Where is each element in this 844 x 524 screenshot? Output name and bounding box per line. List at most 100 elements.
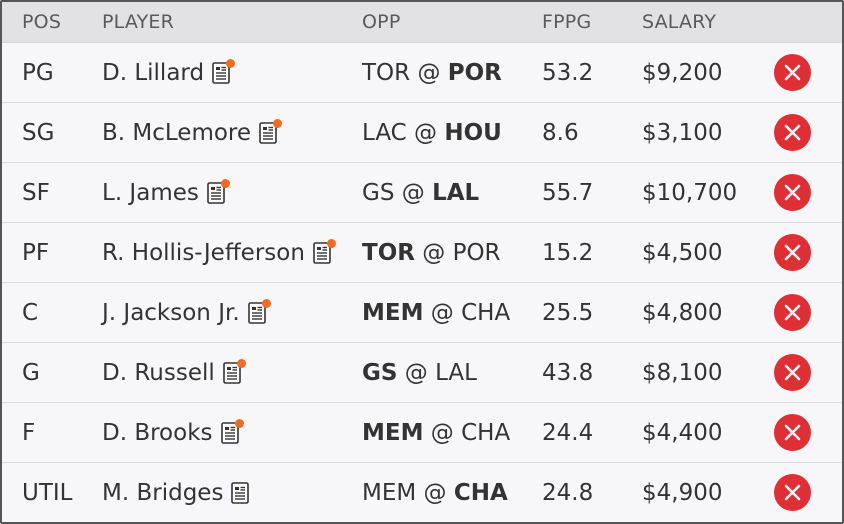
header-player[interactable]: PLAYER	[102, 11, 175, 33]
row-remove-cell	[762, 114, 822, 151]
row-pos: F	[22, 419, 36, 446]
row-pos: SG	[22, 119, 55, 146]
row-salary: $4,800	[642, 299, 723, 326]
row-fppg: 43.8	[542, 359, 594, 386]
player-name-link[interactable]: M. Bridges	[102, 479, 224, 506]
opp-away-team: MEM	[362, 479, 417, 506]
row-fppg: 24.4	[542, 419, 594, 446]
close-x-icon	[784, 364, 800, 381]
opp-separator: @	[416, 479, 454, 506]
opp-separator: @	[423, 299, 462, 326]
row-opp: LAC @ HOU	[362, 120, 542, 146]
row-player-cell: D. Brooks	[102, 418, 362, 446]
row-opp: TOR @ POR	[362, 240, 542, 266]
opp-away-team: GS	[362, 359, 398, 386]
close-x-icon	[784, 424, 800, 441]
player-name-link[interactable]: R. Hollis-Jefferson	[102, 239, 305, 266]
remove-player-button[interactable]	[773, 414, 811, 451]
row-opp: GS @ LAL	[362, 180, 542, 206]
remove-player-button[interactable]	[773, 294, 811, 331]
opp-away-team: GS	[362, 179, 395, 206]
row-opp: MEM @ CHA	[362, 300, 542, 326]
row-salary: $10,700	[642, 179, 738, 206]
close-x-icon	[784, 304, 800, 321]
row-opp: TOR @ POR	[362, 60, 542, 86]
opp-separator: @	[423, 419, 462, 446]
news-alert-dot-icon	[261, 298, 271, 308]
header-fppg[interactable]: FPPG	[542, 11, 592, 33]
news-alert-dot-icon	[273, 118, 283, 128]
table-body: PG D. Lillard TOR @ POR 53.2 $9,200	[2, 43, 842, 522]
opp-home-team: CHA	[453, 479, 508, 506]
news-article-icon[interactable]	[247, 298, 271, 324]
row-pos: UTIL	[22, 479, 73, 506]
opp-separator: @	[406, 119, 445, 146]
opp-home-team: LAL	[435, 359, 477, 386]
news-article-icon[interactable]	[220, 418, 244, 444]
header-salary[interactable]: SALARY	[642, 11, 717, 33]
close-x-icon	[784, 124, 800, 141]
player-name-link[interactable]: B. McLemore	[102, 119, 252, 146]
player-name-link[interactable]: D. Russell	[102, 359, 215, 386]
opp-separator: @	[397, 359, 436, 386]
row-remove-cell	[762, 54, 822, 91]
opp-separator: @	[414, 239, 453, 266]
table-row: PG D. Lillard TOR @ POR 53.2 $9,200	[2, 43, 842, 103]
table-row: PF R. Hollis-Jefferson TOR @ POR 15.2 $4…	[2, 223, 842, 283]
table-row: G D. Russell GS @ LAL 43.8 $8,100	[2, 343, 842, 403]
opp-away-team: TOR	[362, 59, 411, 86]
row-fppg: 24.8	[542, 479, 594, 506]
news-article-icon[interactable]	[313, 238, 336, 264]
remove-player-button[interactable]	[773, 354, 811, 391]
row-remove-cell	[762, 294, 822, 331]
news-article-icon[interactable]	[207, 178, 230, 204]
table-row: SG B. McLemore LAC @ HOU 8.6 $3,100	[2, 103, 842, 163]
row-salary: $4,400	[642, 419, 723, 446]
row-fppg: 25.5	[542, 299, 594, 326]
close-x-icon	[784, 484, 800, 501]
player-name-link[interactable]: J. Jackson Jr.	[102, 299, 240, 326]
row-salary: $4,500	[642, 239, 723, 266]
news-article-icon[interactable]	[222, 358, 246, 384]
remove-player-button[interactable]	[773, 234, 811, 271]
opp-away-team: LAC	[362, 119, 407, 146]
row-player-cell: B. McLemore	[102, 118, 362, 146]
table-header: POS PLAYER OPP FPPG SALARY	[2, 2, 842, 43]
news-alert-dot-icon	[226, 58, 236, 68]
close-x-icon	[784, 244, 800, 261]
remove-player-button[interactable]	[773, 474, 811, 511]
row-opp: MEM @ CHA	[362, 480, 542, 506]
opp-home-team: POR	[452, 239, 501, 266]
remove-player-button[interactable]	[773, 54, 811, 91]
row-salary: $9,200	[642, 59, 723, 86]
opp-away-team: TOR	[362, 239, 415, 266]
table-row: C J. Jackson Jr. MEM @ CHA 25.5 $4,800	[2, 283, 842, 343]
row-fppg: 15.2	[542, 239, 594, 266]
row-pos: G	[22, 359, 40, 386]
news-article-icon[interactable]	[212, 58, 236, 84]
news-article-icon[interactable]	[259, 118, 283, 144]
table-row: F D. Brooks MEM @ CHA 24.4 $4,400	[2, 403, 842, 463]
header-opp[interactable]: OPP	[362, 11, 401, 33]
row-player-cell: D. Russell	[102, 358, 362, 386]
row-pos: C	[22, 299, 39, 326]
remove-player-button[interactable]	[773, 114, 811, 151]
row-opp: MEM @ CHA	[362, 420, 542, 446]
row-fppg: 55.7	[542, 179, 594, 206]
news-alert-dot-icon	[236, 358, 246, 368]
player-name-link[interactable]: D. Brooks	[102, 419, 213, 446]
row-opp: GS @ LAL	[362, 360, 542, 386]
player-name-link[interactable]: L. James	[102, 179, 199, 206]
opp-home-team: POR	[447, 59, 502, 86]
remove-player-button[interactable]	[773, 174, 811, 211]
row-player-cell: M. Bridges	[102, 480, 362, 506]
row-remove-cell	[762, 174, 822, 211]
opp-separator: @	[410, 59, 448, 86]
row-player-cell: J. Jackson Jr.	[102, 298, 362, 326]
news-article-icon[interactable]	[231, 481, 250, 504]
player-name-link[interactable]: D. Lillard	[102, 59, 205, 86]
table-row: SF L. James GS @ LAL 55.7 $10,700	[2, 163, 842, 223]
header-pos[interactable]: POS	[22, 11, 62, 33]
row-pos: SF	[22, 179, 50, 206]
